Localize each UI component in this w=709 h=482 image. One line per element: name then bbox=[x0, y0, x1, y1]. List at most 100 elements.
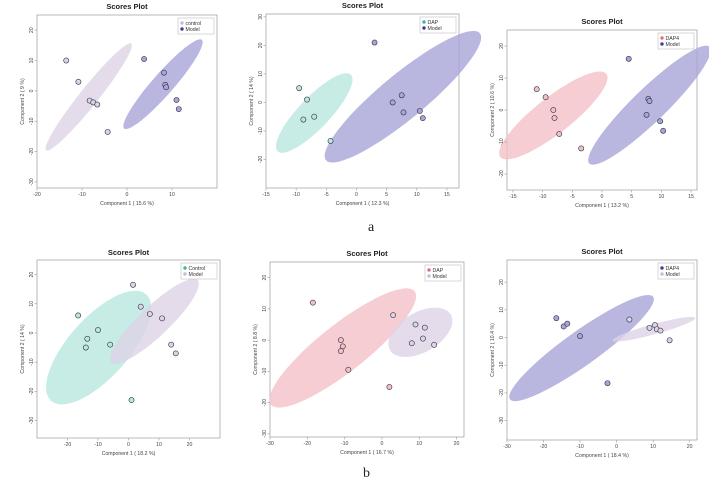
data-point-model bbox=[173, 97, 180, 103]
legend-label: DAP bbox=[433, 268, 444, 274]
data-point-model bbox=[657, 327, 664, 334]
legend-box bbox=[180, 262, 218, 280]
x-tick-label: -10 bbox=[341, 441, 349, 447]
data-point-dap4 bbox=[533, 86, 540, 93]
y-axis-label: Component 2 ( 9 %) bbox=[20, 78, 26, 125]
data-point-dap bbox=[304, 96, 310, 103]
data-point-dap bbox=[386, 384, 393, 390]
scores-plot-5: Scores Plot -30 -20 -10 0 10 20 -30 -20 -10 0 10 20 C… bbox=[253, 249, 465, 456]
x-tick-label: 20 bbox=[687, 444, 693, 450]
x-tick-label: 0 bbox=[601, 194, 604, 200]
x-tick-label: 10 bbox=[650, 444, 656, 450]
y-tick-label: -20 bbox=[29, 148, 35, 156]
y-tick-label: 0 bbox=[262, 339, 268, 342]
y-axis-label: Component 2 ( 10.4 %) bbox=[490, 323, 496, 377]
y-tick-label: 10 bbox=[29, 58, 35, 64]
data-point-model bbox=[431, 341, 438, 348]
x-tick-label: 10 bbox=[414, 192, 420, 198]
x-axis-label: Component 1 ( 16.7 %) bbox=[340, 450, 394, 456]
data-point-control bbox=[104, 128, 111, 135]
data-point-model bbox=[130, 281, 136, 288]
caption-a: a bbox=[368, 220, 375, 235]
data-point-control bbox=[107, 341, 114, 348]
y-tick-label: 0 bbox=[29, 331, 35, 334]
plot-frame bbox=[265, 13, 460, 189]
y-tick-label: 0 bbox=[499, 336, 505, 339]
y-axis-label: Component 2 ( 14 %) bbox=[249, 76, 255, 126]
data-point-dap bbox=[327, 138, 334, 144]
x-tick-label: -10 bbox=[292, 192, 300, 198]
data-point-dap4 bbox=[556, 131, 563, 137]
data-point-control bbox=[63, 57, 70, 64]
y-tick-label: 10 bbox=[499, 307, 505, 313]
chart-title: Scores Plot bbox=[346, 249, 388, 258]
y-tick-label: -10 bbox=[258, 127, 264, 135]
data-point-dap bbox=[296, 85, 303, 92]
data-point-model bbox=[141, 56, 147, 62]
x-tick-label: -20 bbox=[304, 441, 312, 447]
y-tick-label: 20 bbox=[499, 43, 505, 49]
data-point-dap4 bbox=[550, 107, 557, 113]
confidence-ellipse-dap bbox=[276, 73, 353, 153]
x-tick-label: 10 bbox=[156, 442, 162, 448]
chart-title: Scores Plot bbox=[106, 2, 148, 11]
y-tick-label: 20 bbox=[499, 279, 505, 285]
x-axis-label: Component 1 ( 18.4 %) bbox=[575, 453, 629, 459]
data-point-dap4 bbox=[551, 115, 558, 121]
y-tick-label: 0 bbox=[499, 108, 505, 111]
legend-marker-model bbox=[422, 26, 426, 30]
y-tick-label: 0 bbox=[258, 101, 264, 104]
data-point-model bbox=[625, 55, 632, 62]
y-tick-label: 10 bbox=[262, 306, 268, 312]
data-point-model bbox=[168, 341, 175, 348]
legend-marker-model bbox=[660, 42, 664, 46]
legend-label: Model bbox=[433, 274, 447, 280]
legend-box bbox=[177, 17, 215, 35]
y-axis-label: Component 2 ( 14 %) bbox=[20, 324, 26, 374]
y-axis-label: Component 2 ( 8.8 %) bbox=[253, 324, 259, 375]
legend-marker-dap bbox=[422, 20, 426, 24]
y-tick-label: -10 bbox=[29, 117, 35, 125]
x-tick-label: 15 bbox=[444, 192, 450, 198]
x-tick-label: 10 bbox=[658, 194, 664, 200]
legend-label: Control bbox=[189, 266, 206, 272]
legend-box bbox=[657, 32, 695, 50]
y-axis-label: Component 2 ( 10.6 %) bbox=[490, 83, 496, 137]
y-tick-label: 30 bbox=[258, 14, 264, 20]
confidence-ellipse-model bbox=[612, 316, 696, 342]
data-point-dap4 bbox=[577, 333, 583, 340]
legend-box bbox=[424, 264, 462, 282]
legend-label: Model bbox=[666, 272, 680, 278]
legend-marker-dap bbox=[427, 268, 431, 272]
y-tick-label: -10 bbox=[29, 358, 35, 366]
data-point-model bbox=[159, 315, 165, 322]
data-point-control bbox=[84, 335, 91, 342]
data-point-dap4 bbox=[542, 94, 549, 101]
x-tick-label: -10 bbox=[94, 442, 102, 448]
x-tick-label: -10 bbox=[576, 444, 584, 450]
y-tick-label: 20 bbox=[29, 27, 35, 33]
x-axis-label: Component 1 ( 12.3 %) bbox=[336, 201, 390, 207]
legend-label: Model bbox=[666, 42, 680, 48]
data-point-model bbox=[643, 111, 650, 118]
chart-title: Scores Plot bbox=[108, 248, 150, 257]
legend-label: Model bbox=[189, 272, 203, 278]
y-tick-label: -30 bbox=[262, 430, 268, 438]
data-point-dap bbox=[345, 366, 352, 373]
data-point-model bbox=[412, 321, 419, 328]
data-point-dap4 bbox=[604, 380, 611, 387]
legend-label: DAP bbox=[428, 20, 439, 26]
x-tick-label: 0 bbox=[127, 442, 130, 448]
confidence-ellipse-control bbox=[45, 43, 132, 151]
scores-plot-3: Scores Plot -15 -10 -5 0 5 10 15 -20 -10 0 10 20 Comp… bbox=[490, 17, 709, 209]
scores-plot-4: Scores Plot -20 -10 0 10 20 -30 -20 -10 0 10 20 Comp… bbox=[20, 248, 221, 457]
legend-label: Model bbox=[428, 26, 442, 32]
x-axis-label: Component 1 ( 18.2 %) bbox=[102, 451, 156, 457]
x-tick-label: -30 bbox=[503, 444, 511, 450]
plot-frame bbox=[269, 261, 465, 438]
data-point-control bbox=[94, 101, 101, 108]
y-tick-label: 20 bbox=[258, 42, 264, 48]
data-point-model bbox=[626, 316, 633, 323]
chart-title: Scores Plot bbox=[581, 247, 623, 256]
